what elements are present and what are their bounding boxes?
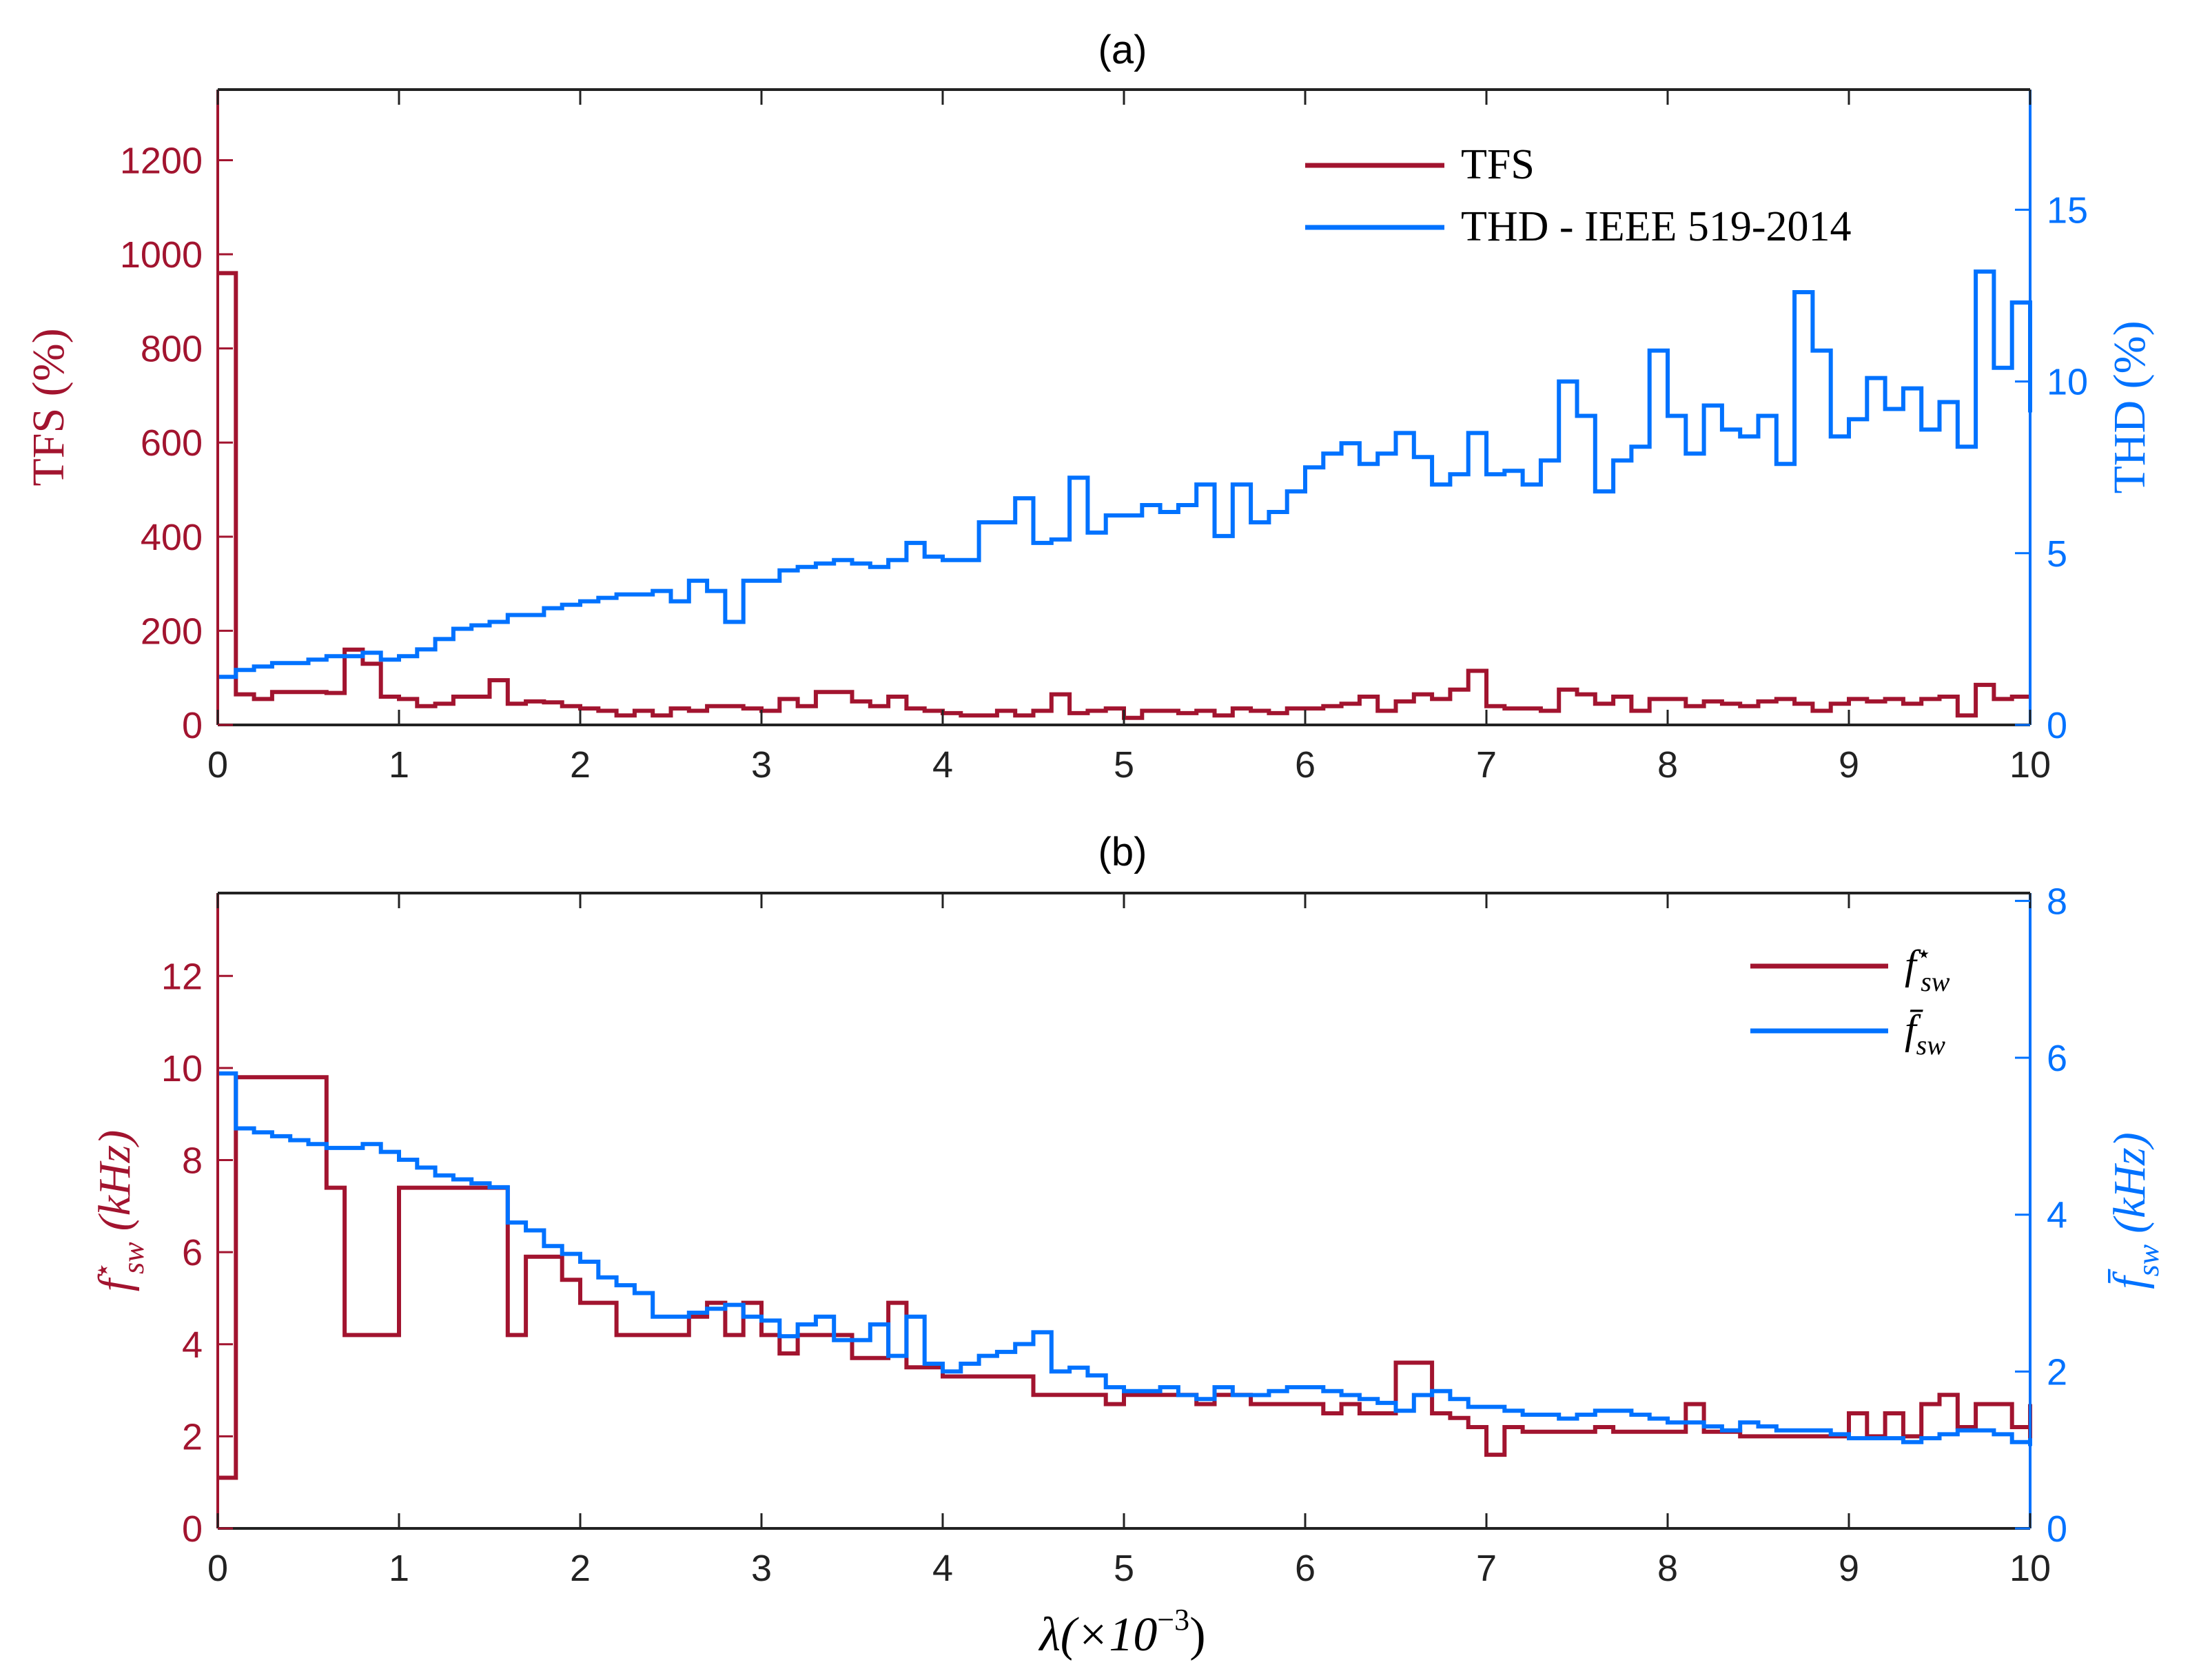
panel-b-title: (b) [1098, 830, 1147, 874]
panel-a-legend: TFS THD - IEEE 519-2014 [1305, 141, 1851, 250]
legend-label-thd: THD - IEEE 519-2014 [1461, 203, 1851, 250]
panel-a-series-layer [218, 269, 2032, 720]
right-label-unit: (kHz) [2105, 1132, 2155, 1233]
panel-a: (a) 0 1 2 3 4 5 6 7 8 9 10 0 200 400 600 800 1000 1200 0… [23, 28, 2155, 786]
x-label-main: λ(×10 [1038, 1608, 1157, 1661]
left-tick-label: 4 [182, 1324, 203, 1366]
panel-a-title: (a) [1098, 28, 1147, 72]
left-tick-label: 0 [182, 705, 203, 746]
panel-a-series-right-line [218, 269, 2032, 679]
x-tick-label: 6 [1295, 744, 1316, 786]
panel-b-left-ticks: 0 2 4 6 8 10 12 [161, 956, 233, 1550]
right-tick-label: 8 [2047, 881, 2067, 922]
right-tick-label: 6 [2047, 1038, 2067, 1079]
x-tick-label: 2 [570, 1548, 591, 1589]
right-tick-label: 4 [2047, 1195, 2067, 1236]
x-tick-label: 9 [1839, 744, 1859, 786]
left-tick-label: 600 [141, 422, 203, 464]
panel-b-series-layer [218, 1071, 2032, 1480]
x-tick-label: 0 [207, 744, 228, 786]
x-tick-label: 10 [2009, 744, 2051, 786]
x-tick-label: 1 [389, 1548, 409, 1589]
x-tick-label: 7 [1476, 744, 1497, 786]
right-tick-label: 0 [2047, 705, 2067, 746]
legend-label-fsw-bar: f̄sw [1905, 1007, 1945, 1061]
legend-label-fsw-star: f⋆ sw [1905, 940, 1950, 997]
left-tick-label: 10 [161, 1048, 203, 1089]
right-label-sub: sw [2131, 1244, 2165, 1276]
x-tick-label: 10 [2009, 1548, 2051, 1589]
x-tick-label: 8 [1657, 744, 1678, 786]
left-tick-label: 800 [141, 329, 203, 370]
left-tick-label: 1200 [120, 140, 203, 181]
x-tick-label: 6 [1295, 1548, 1316, 1589]
x-tick-label: 4 [932, 744, 953, 786]
panel-b-right-axis-label: f̄sw(kHz) [2105, 1132, 2165, 1289]
right-tick-label: 0 [2047, 1508, 2067, 1550]
legend-label-tfs: TFS [1461, 141, 1535, 188]
x-label-exp: −3 [1157, 1603, 1189, 1637]
panel-a-right-axis-label: THD (%) [2105, 320, 2155, 493]
left-tick-label: 1000 [120, 234, 203, 276]
panel-b-left-axis-label: f⋆sw(kHz) [87, 1130, 150, 1291]
right-tick-label: 5 [2047, 533, 2067, 575]
legend-fsw-star-sup: ⋆ [1916, 940, 1932, 967]
panel-b-x-axis-label: λ(×10−3) [1038, 1603, 1205, 1661]
left-tick-label: 2 [182, 1416, 203, 1457]
left-label-sub: sw [116, 1242, 150, 1274]
x-label-close: ) [1189, 1608, 1205, 1661]
panel-b-series-right-line [218, 1071, 2032, 1446]
x-tick-label: 1 [389, 744, 409, 786]
panel-a-series-left-line [218, 271, 2030, 720]
left-label-unit: (kHz) [90, 1130, 140, 1231]
right-tick-label: 2 [2047, 1351, 2067, 1393]
panel-a-left-ticks: 0 200 400 600 800 1000 1200 [120, 140, 233, 746]
panel-a-x-ticks: 0 1 2 3 4 5 6 7 8 9 10 [207, 90, 2051, 786]
x-tick-label: 5 [1114, 1548, 1134, 1589]
x-tick-label: 0 [207, 1548, 228, 1589]
left-tick-label: 6 [182, 1232, 203, 1273]
panel-b-right-ticks: 0 2 4 6 8 [2015, 881, 2067, 1550]
legend-fsw-star-sub: sw [1921, 966, 1950, 997]
x-tick-label: 5 [1114, 744, 1134, 786]
x-tick-label: 4 [932, 1548, 953, 1589]
panel-a-right-ticks: 0 5 10 15 [2015, 189, 2088, 746]
panel-a-left-axis-label: TFS (%) [23, 328, 74, 486]
left-tick-label: 12 [161, 956, 203, 997]
panel-b-legend: f⋆ sw f̄sw [1750, 940, 1950, 1061]
right-tick-label: 10 [2047, 362, 2088, 403]
left-label-sup: ⋆ [87, 1262, 118, 1279]
right-tick-label: 15 [2047, 189, 2088, 231]
x-tick-label: 9 [1839, 1548, 1859, 1589]
x-tick-label: 7 [1476, 1548, 1497, 1589]
left-tick-label: 200 [141, 611, 203, 652]
x-tick-label: 8 [1657, 1548, 1678, 1589]
x-tick-label: 2 [570, 744, 591, 786]
left-tick-label: 400 [141, 517, 203, 558]
legend-fsw-bar-sub: sw [1916, 1029, 1946, 1061]
panel-b-x-ticks: 0 1 2 3 4 5 6 7 8 9 10 [207, 893, 2051, 1589]
x-tick-label: 3 [751, 744, 772, 786]
x-tick-label: 3 [751, 1548, 772, 1589]
left-tick-label: 0 [182, 1508, 203, 1550]
left-tick-label: 8 [182, 1140, 203, 1182]
